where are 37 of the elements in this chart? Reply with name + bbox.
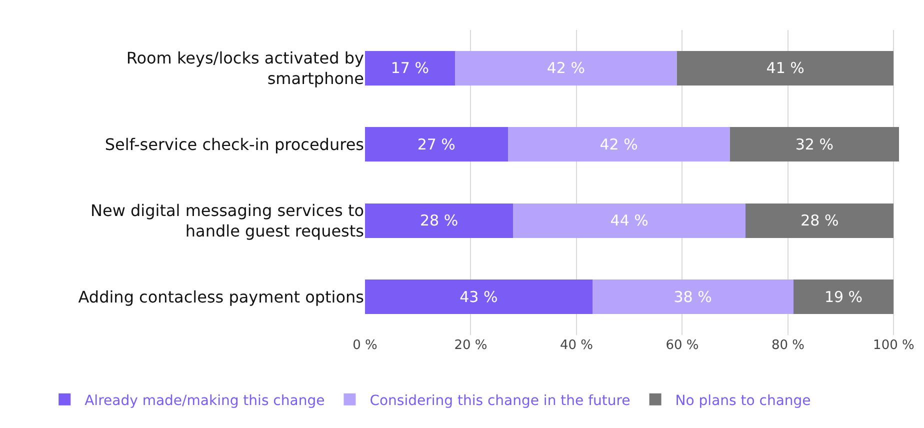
bar [676,50,894,86]
bar [793,280,894,314]
data-label: 17 % [390,59,429,78]
data-label: 38 % [674,288,712,306]
x-tick-label: 80 % [771,338,804,353]
bar [730,127,899,162]
data-label: 32 % [795,135,834,154]
x-tick-label: 100 % [873,338,914,353]
data-label: 28 % [800,212,839,230]
bar [365,127,508,162]
data-label: 19 % [824,288,863,306]
bar [746,203,894,238]
y-tick-label: Self-service check-in procedures [104,134,364,154]
bar [592,280,794,314]
x-tick-label: 40 % [560,338,594,353]
bar [508,127,730,162]
data-label: 42 % [546,59,585,78]
bar [365,50,455,86]
y-tick-label: New digital messaging services to handle guest requests [90,200,364,241]
y-tick-label: Adding contacless payment options [78,287,364,306]
x-tick-label: 20 % [454,338,488,353]
bar [365,203,514,238]
legend-label: Already made/making this change [84,392,325,409]
data-label: 27 % [417,135,456,154]
y-tick-label: Room keys/locks activated by smartphone [126,48,364,88]
data-label: 44 % [610,212,648,230]
data-label: 41 % [766,59,804,78]
bar [454,50,677,86]
data-label: 42 % [600,135,638,154]
data-label: 28 % [420,212,458,230]
x-tick-label: 60 % [666,338,699,353]
data-label: 43 % [460,288,498,306]
legend-label: Considering this change in the future [370,392,630,409]
bar [365,280,592,314]
legend-label: No plans to change [675,392,811,409]
x-tick-label: 0 % [352,338,378,353]
bar [513,203,746,238]
